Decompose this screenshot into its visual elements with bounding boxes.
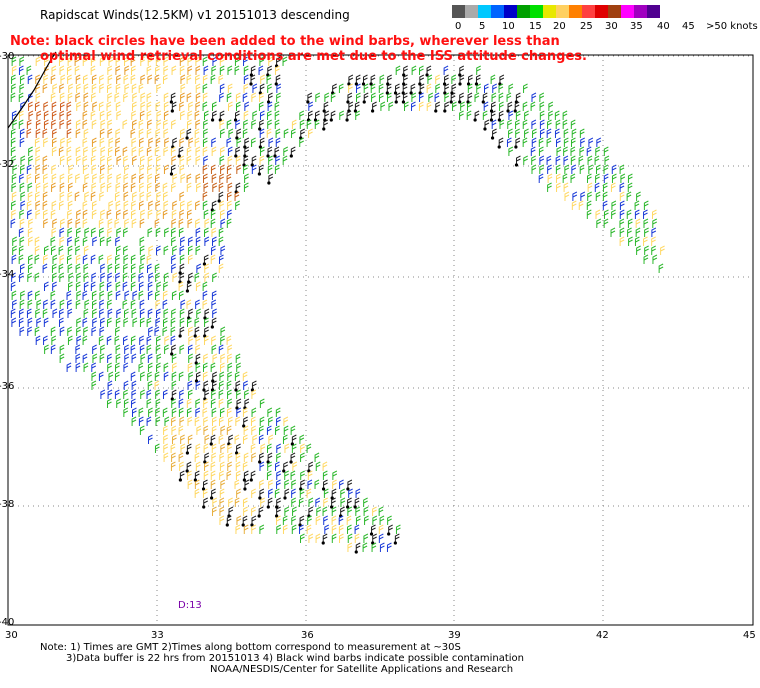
legend-label: 30 <box>605 21 618 32</box>
note-line-2: optimal wind retrieval conditions are me… <box>40 49 587 64</box>
wind-barbs <box>10 56 665 554</box>
legend-label: 35 <box>630 21 643 32</box>
legend-swatch <box>647 5 660 18</box>
legend-swatch <box>504 5 517 18</box>
lon-label: 42 <box>596 630 609 641</box>
legend-label: 15 <box>529 21 542 32</box>
lat-label: -34 <box>0 269 15 280</box>
footer-line-2: 3)Data buffer is 22 hrs from 20151013 4)… <box>66 653 524 664</box>
lon-label: 39 <box>448 630 461 641</box>
note-line-1: Note: black circles have been added to t… <box>10 34 560 49</box>
footer-line-1: Note: 1) Times are GMT 2)Times along bot… <box>40 642 461 653</box>
legend-label: 10 <box>502 21 515 32</box>
legend-label: 0 <box>455 21 462 32</box>
legend-label: 25 <box>580 21 593 32</box>
legend-swatch <box>634 5 647 18</box>
lon-label: 45 <box>743 630 756 641</box>
legend-swatch <box>491 5 504 18</box>
map-frame <box>7 54 754 626</box>
lon-label: 33 <box>151 630 164 641</box>
footer-line-3: NOAA/NESDIS/Center for Satellite Applica… <box>210 664 514 675</box>
legend-swatch <box>478 5 491 18</box>
legend-label: 20 <box>553 21 566 32</box>
legend-swatch <box>452 5 465 18</box>
lat-label: -36 <box>0 381 15 392</box>
map-title: Rapidscat Winds(12.5KM) v1 20151013 desc… <box>40 8 350 22</box>
legend-label: >50 knots <box>706 21 758 32</box>
lat-label: -32 <box>0 159 15 170</box>
lat-label: -30 <box>0 51 15 62</box>
legend-label: 5 <box>479 21 486 32</box>
legend-swatch <box>569 5 582 18</box>
legend-swatch <box>621 5 634 18</box>
lon-label: 36 <box>301 630 314 641</box>
contamination-note: Note: black circles have been added to t… <box>10 34 587 64</box>
legend-swatch <box>595 5 608 18</box>
footer-notes: Note: 1) Times are GMT 2)Times along bot… <box>40 642 524 675</box>
legend-swatch <box>582 5 595 18</box>
legend-label: 45 <box>682 21 695 32</box>
legend-swatch <box>608 5 621 18</box>
legend-label: 40 <box>657 21 670 32</box>
lat-label: -38 <box>0 499 15 510</box>
coastline <box>7 51 57 129</box>
legend-swatch <box>556 5 569 18</box>
lat-lon-gridlines <box>8 55 753 625</box>
legend-swatch <box>517 5 530 18</box>
legend-swatch <box>543 5 556 18</box>
legend-swatch <box>465 5 478 18</box>
legend-swatch <box>530 5 543 18</box>
lat-label: -40 <box>0 617 15 628</box>
lon-label: 30 <box>5 630 18 641</box>
time-label: D:13 <box>178 600 202 611</box>
